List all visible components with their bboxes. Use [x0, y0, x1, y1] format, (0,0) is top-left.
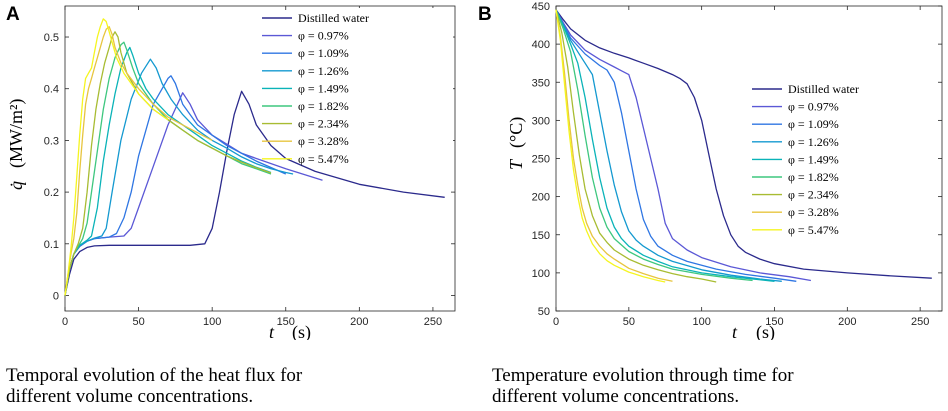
chartB-ytick-label: 400: [532, 39, 550, 51]
chart-a-xlabel-t: t: [269, 322, 275, 340]
panel-b-letter: B: [478, 4, 492, 25]
chartB-legend-label-8: φ = 5.47%: [788, 223, 839, 237]
chart-a-legend-box: [290, 8, 453, 160]
chartA-series-line-0: [64, 90, 445, 296]
chartA-xtick-label: 150: [277, 316, 295, 328]
chart-b-series-lines: [555, 9, 932, 283]
chartA-xtick-label: 200: [350, 316, 368, 328]
caption-a-line-2: different volume concentrations.: [6, 386, 254, 407]
chartA-xtick-label: 0: [62, 316, 68, 328]
chart-a-xlabel-unit: (s): [292, 322, 311, 340]
chartA-ytick-label: 0: [53, 290, 59, 302]
chartB-series-line-3: [555, 9, 782, 282]
chartA-legend-label-6: φ = 2.34%: [298, 117, 349, 131]
chartB-xtick-label: 250: [911, 316, 929, 328]
chartB-legend-label-2: φ = 1.09%: [788, 117, 839, 131]
chartA-xtick-label: 50: [132, 316, 144, 328]
panel-a-letter: A: [6, 4, 20, 25]
chartB-xtick-label: 150: [765, 316, 783, 328]
chartA-legend-label-4: φ = 1.49%: [298, 81, 349, 95]
chart-b-legend: Distilled water φ = 0.97% φ = 1.09% φ = 1.2…: [752, 82, 859, 237]
chartB-legend-label-4: φ = 1.49%: [788, 152, 839, 166]
chart-a: 0 50 100 150 200 250 0 0.1 0.2 0.3 0.4 0.5 Distille…: [6, 5, 456, 340]
caption-b: Temperature evolution through time for d…: [492, 365, 794, 407]
chartA-legend-label-2: φ = 1.09%: [298, 46, 349, 60]
chart-b-ylabel-unit: (°C): [506, 117, 527, 148]
chartA-xtick-label: 100: [203, 316, 221, 328]
chartB-ytick-label: 300: [532, 115, 550, 127]
chartA-legend-label-1: φ = 0.97%: [298, 29, 349, 43]
chartB-series-line-5: [555, 9, 753, 282]
chart-a-series-lines: [64, 18, 445, 296]
chartB-legend-label-7: φ = 3.28%: [788, 205, 839, 219]
chartA-series-line-8: [64, 18, 169, 296]
chartA-legend-label-3: φ = 1.26%: [298, 64, 349, 78]
chartA-ytick-label: 0.3: [44, 135, 59, 147]
chartA-legend-label-0: Distilled water: [298, 11, 369, 25]
chart-a-legend: Distilled water φ = 0.97% φ = 1.09% φ = 1.2…: [262, 8, 453, 166]
chartB-xtick-label: 50: [623, 316, 635, 328]
chart-b-xlabel-t: t: [732, 322, 738, 340]
chartA-ytick-label: 0.1: [44, 239, 59, 251]
caption-a-line-1: Temporal evolution of the heat flux for: [6, 365, 303, 386]
caption-b-line-2: different volume concentrations.: [492, 386, 740, 407]
chartA-series-line-3: [64, 58, 294, 296]
chartB-ytick-label: 150: [532, 230, 550, 242]
chartB-ytick-label: 50: [538, 306, 550, 318]
chartB-legend-label-3: φ = 1.26%: [788, 135, 839, 149]
chartB-series-line-4: [555, 9, 775, 282]
chartA-ytick-label: 0.5: [44, 32, 59, 44]
chartA-xtick-label: 250: [424, 316, 442, 328]
chart-a-ylabel: q̇ (MW/m²): [6, 99, 27, 190]
chartA-ytick-label: 0.2: [44, 187, 59, 199]
chartA-ytick-label: 0.4: [44, 84, 59, 96]
caption-a: Temporal evolution of the heat flux for …: [6, 365, 302, 407]
chartB-ytick-label: 450: [532, 1, 550, 13]
chart-a-ticks: 0 50 100 150 200 250 0 0.1 0.2 0.3 0.4 0.5: [44, 6, 455, 328]
chartB-series-line-1: [555, 9, 812, 282]
chartA-series-line-2: [64, 75, 287, 296]
chart-b-ylabel-t: T: [506, 158, 526, 170]
chart-b: 0 50 100 150 200 2505010015020025030035040045…: [506, 1, 943, 340]
chartB-series-line-0: [555, 9, 932, 279]
chartB-legend-label-1: φ = 0.97%: [788, 100, 839, 114]
chart-b-ticks: 0 50 100 150 200 2505010015020025030035040045…: [532, 1, 942, 328]
chartB-legend-label-6: φ = 2.34%: [788, 188, 839, 202]
chart-a-ylabel-q: q̇: [6, 181, 26, 190]
chartB-series-line-7: [555, 9, 673, 282]
chartA-series-line-6: [64, 31, 272, 296]
chartA-legend-label-7: φ = 3.28%: [298, 134, 349, 148]
chartB-ytick-label: 350: [532, 77, 550, 89]
chartB-ytick-label: 250: [532, 154, 550, 166]
caption-b-line-1: Temperature evolution through time for: [492, 365, 794, 386]
chart-a-ylabel-unit: (MW/m²): [6, 99, 27, 168]
chartA-legend-label-5: φ = 1.82%: [298, 99, 349, 113]
chartB-series-line-2: [555, 9, 797, 282]
chartB-ytick-label: 100: [532, 268, 550, 280]
chartB-xtick-label: 0: [553, 316, 559, 328]
chartB-legend-label-0: Distilled water: [788, 82, 859, 96]
chartB-legend-label-5: φ = 1.82%: [788, 170, 839, 184]
chartB-series-line-8: [555, 9, 666, 283]
chart-b-xlabel-unit: (s): [756, 322, 775, 340]
chart-b-ylabel: T (°C): [506, 117, 527, 170]
chartA-series-line-4: [64, 46, 272, 296]
chartB-xtick-label: 100: [692, 316, 710, 328]
chartB-series-line-6: [555, 9, 717, 283]
chartA-series-line-7: [64, 26, 213, 296]
chartA-legend-label-8: φ = 5.47%: [298, 152, 349, 166]
chartB-xtick-label: 200: [838, 316, 856, 328]
chartB-ytick-label: 200: [532, 192, 550, 204]
